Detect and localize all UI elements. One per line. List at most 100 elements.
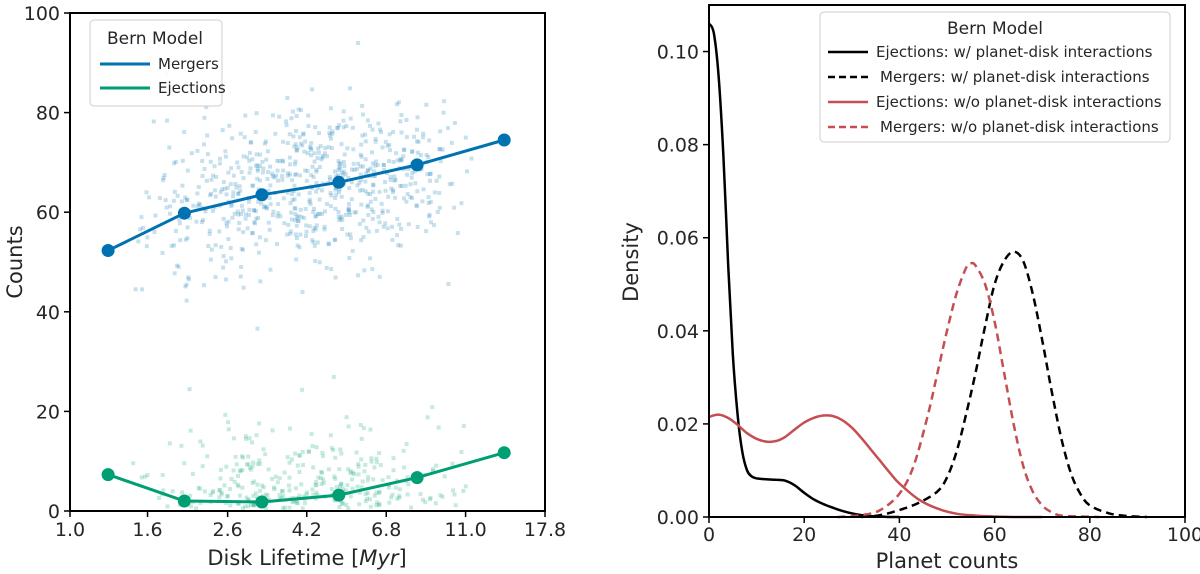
scatter-point-mergers bbox=[157, 196, 162, 201]
scatter-point-mergers bbox=[341, 118, 346, 123]
scatter-point-mergers bbox=[390, 224, 395, 229]
scatter-point-mergers bbox=[362, 268, 367, 273]
scatter-point-mergers bbox=[337, 218, 342, 222]
scatter-point-ejections bbox=[233, 454, 238, 459]
scatter-point-mergers bbox=[161, 175, 166, 180]
scatter-point-ejections bbox=[281, 493, 286, 498]
scatter-point-mergers bbox=[292, 144, 297, 149]
scatter-point-mergers bbox=[276, 211, 281, 216]
scatter-point-ejections bbox=[326, 467, 331, 472]
scatter-point-mergers bbox=[290, 198, 295, 203]
scatter-point-mergers bbox=[280, 177, 285, 182]
scatter-point-ejections bbox=[238, 493, 242, 498]
scatter-point-ejections bbox=[222, 483, 227, 488]
scatter-point-mergers bbox=[432, 223, 437, 228]
scatter-point-mergers bbox=[365, 191, 370, 196]
scatter-point-mergers bbox=[289, 210, 294, 215]
scatter-point-mergers bbox=[247, 158, 252, 163]
scatter-point-ejections bbox=[143, 474, 147, 479]
scatter-point-ejections bbox=[285, 455, 290, 460]
scatter-point-ejections bbox=[205, 454, 210, 459]
scatter-point-mergers bbox=[341, 169, 346, 174]
scatter-point-ejections bbox=[389, 495, 394, 500]
scatter-point-ejections bbox=[358, 423, 363, 427]
scatter-point-ejections bbox=[436, 425, 441, 430]
scatter-point-mergers bbox=[213, 275, 218, 280]
scatter-point-mergers bbox=[183, 284, 188, 289]
scatter-point-mergers bbox=[392, 174, 397, 179]
scatter-point-mergers bbox=[310, 87, 315, 92]
scatter-point-ejections bbox=[450, 461, 455, 466]
scatter-point-mergers bbox=[319, 157, 324, 162]
scatter-point-mergers bbox=[323, 209, 328, 214]
scatter-point-ejections bbox=[295, 501, 300, 506]
scatter-point-mergers bbox=[222, 186, 227, 191]
scatter-point-mergers bbox=[420, 199, 425, 204]
right-y-tick-label: 0.00 bbox=[657, 507, 699, 529]
scatter-point-ejections bbox=[288, 426, 292, 431]
scatter-point-mergers bbox=[333, 206, 338, 211]
scatter-point-mergers bbox=[358, 152, 363, 157]
scatter-point-ejections bbox=[304, 492, 309, 497]
scatter-point-mergers bbox=[141, 225, 145, 230]
scatter-point-ejections bbox=[219, 492, 224, 497]
scatter-point-mergers bbox=[371, 182, 376, 187]
scatter-point-ejections bbox=[331, 374, 336, 379]
scatter-point-mergers bbox=[378, 127, 382, 132]
scatter-point-ejections bbox=[250, 481, 255, 485]
scatter-point-ejections bbox=[200, 443, 205, 448]
scatter-point-ejections bbox=[261, 485, 266, 490]
scatter-point-mergers bbox=[203, 209, 208, 214]
scatter-point-ejections bbox=[265, 493, 270, 498]
scatter-point-mergers bbox=[410, 171, 415, 176]
scatter-point-mergers bbox=[275, 242, 279, 247]
scatter-point-mergers bbox=[337, 164, 342, 169]
scatter-point-ejections bbox=[202, 489, 207, 494]
scatter-point-mergers bbox=[310, 238, 315, 243]
scatter-point-mergers bbox=[239, 265, 244, 269]
scatter-point-mergers bbox=[307, 199, 312, 204]
scatter-point-mergers bbox=[302, 149, 307, 154]
scatter-point-mergers bbox=[304, 234, 308, 238]
scatter-point-mergers bbox=[307, 197, 312, 202]
scatter-point-mergers bbox=[385, 143, 390, 148]
scatter-point-ejections bbox=[401, 448, 406, 453]
scatter-point-mergers bbox=[294, 236, 299, 240]
left-y-tick-label: 100 bbox=[24, 3, 60, 25]
scatter-point-mergers bbox=[336, 173, 340, 178]
scatter-point-mergers bbox=[369, 207, 374, 212]
scatter-point-mergers bbox=[373, 174, 377, 178]
scatter-point-ejections bbox=[337, 505, 342, 509]
scatter-point-mergers bbox=[316, 212, 320, 216]
scatter-point-ejections bbox=[440, 494, 445, 499]
scatter-point-mergers bbox=[209, 247, 214, 252]
scatter-point-mergers bbox=[345, 146, 350, 151]
scatter-point-mergers bbox=[365, 168, 370, 173]
scatter-point-mergers bbox=[241, 176, 246, 181]
scatter-point-mergers bbox=[398, 184, 403, 188]
scatter-point-mergers bbox=[334, 192, 339, 197]
right-x-tick-label: 100 bbox=[1167, 524, 1200, 546]
scatter-point-ejections bbox=[386, 475, 391, 480]
scatter-point-ejections bbox=[218, 476, 223, 481]
scatter-point-ejections bbox=[248, 467, 253, 472]
scatter-point-mergers bbox=[251, 208, 256, 213]
scatter-point-ejections bbox=[366, 475, 371, 480]
scatter-point-ejections bbox=[314, 445, 319, 450]
scatter-point-mergers bbox=[294, 114, 299, 118]
scatter-point-mergers bbox=[379, 130, 383, 135]
scatter-point-mergers bbox=[398, 243, 403, 248]
scatter-point-mergers bbox=[305, 151, 310, 156]
scatter-point-ejections bbox=[461, 488, 466, 493]
left-legend: Bern Model Mergers Ejections bbox=[89, 19, 226, 107]
scatter-point-ejections bbox=[374, 490, 379, 495]
scatter-point-mergers bbox=[139, 215, 144, 220]
scatter-point-ejections bbox=[346, 506, 351, 511]
scatter-point-ejections bbox=[294, 498, 299, 503]
scatter-point-ejections bbox=[397, 487, 402, 492]
scatter-point-ejections bbox=[160, 473, 165, 478]
scatter-point-mergers bbox=[257, 164, 262, 168]
scatter-point-mergers bbox=[273, 131, 278, 136]
scatter-point-mergers bbox=[349, 197, 354, 202]
scatter-point-ejections bbox=[243, 504, 248, 509]
